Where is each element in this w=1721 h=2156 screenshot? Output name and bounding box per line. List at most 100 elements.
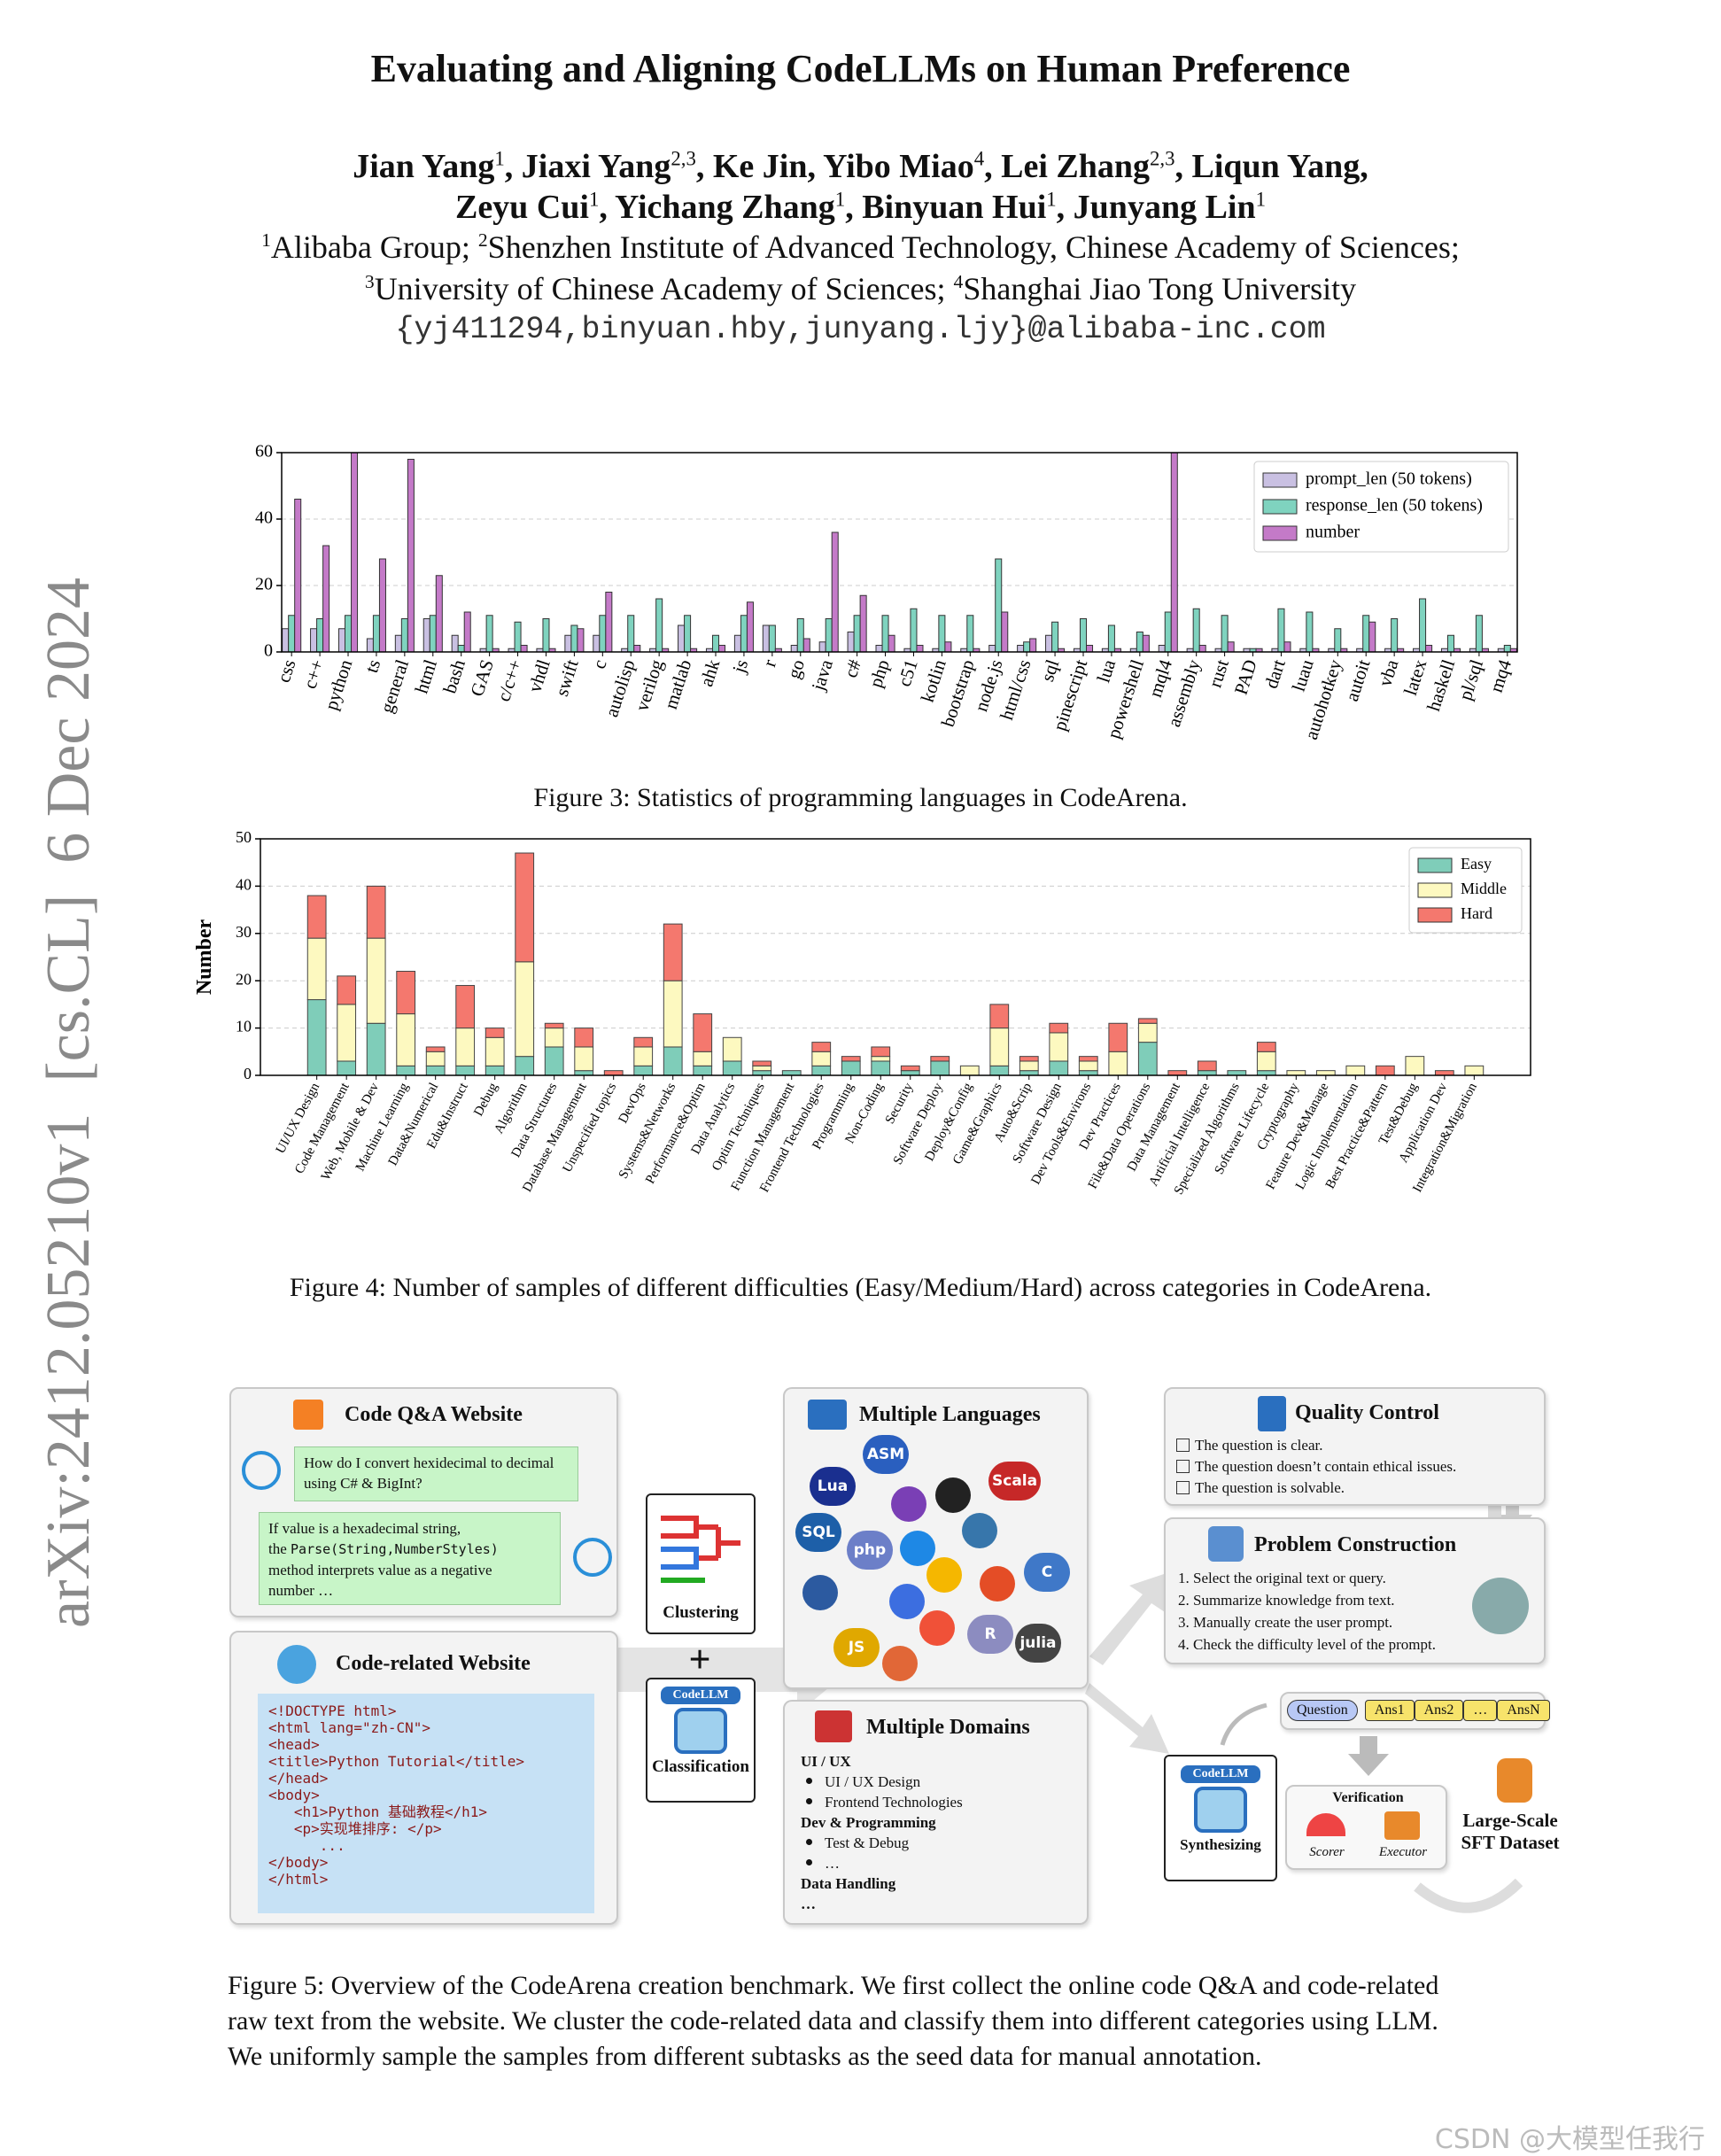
panel-title: Code-related Website [336, 1652, 531, 1675]
bar [400, 618, 408, 653]
answer-line: number … [268, 1580, 551, 1601]
bar-segment [455, 1028, 476, 1066]
x-tick-label: vhdl [523, 656, 554, 694]
bar-segment [1019, 1056, 1039, 1062]
bar-segment [930, 1060, 950, 1076]
arrow [1414, 1878, 1523, 1913]
bar [429, 615, 437, 653]
bar-segment [1434, 1070, 1454, 1076]
x-tick-label: rust [1204, 656, 1233, 690]
domain-item: UI / UX Design [801, 1772, 1084, 1792]
arrow [1085, 1683, 1169, 1754]
code-line: <body> [268, 1787, 320, 1803]
bar-segment [337, 975, 357, 1005]
x-tick-label: Debug [471, 1081, 500, 1119]
code-line: <html lang="zh-CN"> [268, 1719, 431, 1736]
bar [1142, 634, 1150, 653]
domain-item: Test & Debug [801, 1833, 1084, 1853]
bullet [806, 1859, 812, 1865]
bar [1079, 618, 1088, 653]
bar [627, 615, 635, 653]
y-axis-label: Number [193, 919, 216, 995]
bar [422, 618, 430, 653]
bar [322, 545, 330, 653]
bar-segment [366, 1022, 386, 1076]
bar-segment [693, 1051, 713, 1066]
bar [1136, 632, 1143, 653]
bar-segment [485, 1028, 505, 1038]
bar [593, 634, 601, 653]
panel-title: Multiple Domains [866, 1716, 1030, 1739]
bar-segment [633, 1065, 654, 1076]
user-icon [573, 1538, 612, 1577]
code-line: </body> [268, 1854, 329, 1871]
bar [818, 641, 826, 653]
affiliation-mark: 1 [494, 147, 505, 170]
x-tick-label: java [807, 656, 837, 694]
bar-segment [396, 1013, 416, 1066]
y-tick-label: 10 [236, 1018, 252, 1035]
y-tick-label: 50 [236, 828, 252, 846]
bar-segment [425, 1051, 446, 1066]
affiliation-mark: 2 [477, 229, 488, 251]
affiliation-mark: 1 [588, 188, 600, 211]
bar [875, 645, 883, 653]
bar [910, 608, 918, 653]
construction-panel: Problem Construction 1. Select the origi… [1164, 1517, 1546, 1664]
bullet [806, 1839, 812, 1845]
x-tick-label: pl/sql [1454, 656, 1487, 702]
bar-segment [396, 1065, 416, 1076]
bar-segment [693, 1065, 713, 1076]
bar-segment [1019, 1060, 1039, 1072]
arrow [1089, 1572, 1169, 1665]
bar-segment [989, 1004, 1010, 1029]
author-name: , Liqun Yang, [1174, 148, 1368, 185]
bar [938, 615, 946, 653]
caption-line: Figure 5: Overview of the CodeArena crea… [228, 1971, 1439, 2000]
check-text: The question doesn’t contain ethical iss… [1195, 1458, 1457, 1475]
bar-segment [811, 1042, 832, 1052]
bar-segment [1078, 1056, 1098, 1062]
language-icon: SQL [795, 1513, 841, 1552]
bar [1158, 645, 1166, 653]
bar-segment [633, 1046, 654, 1066]
bar-segment [1256, 1070, 1276, 1076]
bar-segment [306, 999, 327, 1076]
y-tick-label: 40 [255, 508, 273, 528]
bar [1164, 611, 1172, 653]
bar-segment [485, 1065, 505, 1076]
bar [988, 645, 996, 653]
watermark: CSDN @大模型任我行 [1434, 2124, 1705, 2155]
bar [746, 601, 754, 653]
bar-segment [841, 1056, 861, 1062]
bar [1446, 634, 1454, 653]
x-tick-label: vba [1374, 656, 1402, 689]
affiliation-name: Shenzhen Institute of Advanced Technolog… [487, 229, 1460, 265]
x-tick-label: sql [1036, 656, 1063, 684]
step-list: 1. Select the original text or query. 2. … [1178, 1567, 1436, 1656]
x-tick-label: luau [1288, 656, 1318, 694]
verification-panel: Verification Scorer Executor [1285, 1785, 1447, 1870]
answer-pill: AnsN [1497, 1700, 1550, 1721]
bar-segment [574, 1046, 594, 1072]
x-tick-label: DevOps [616, 1081, 649, 1126]
bar-segment [1137, 1018, 1158, 1024]
plus: + [688, 1638, 711, 1681]
author-name: , Binyuan Hui [845, 189, 1047, 226]
bar-segment [366, 885, 386, 939]
bar [944, 641, 952, 653]
executor-label: Executor [1378, 1845, 1428, 1859]
domain-text: … [825, 1855, 840, 1872]
domain-heading: Dev & Programming [801, 1814, 936, 1831]
answer-line: the Parse(String,NumberStyles) [268, 1539, 551, 1560]
bar-segment [722, 1060, 742, 1076]
question-bubble: How do I convert hexidecimal to decimal … [294, 1446, 578, 1501]
panel-title: Problem Construction [1254, 1533, 1457, 1556]
bar [740, 615, 748, 653]
y-tick-label: 30 [236, 923, 252, 941]
language-logo [802, 1575, 838, 1610]
affiliation-name: University of Chinese Academy of Science… [374, 271, 954, 306]
bar-segment [1227, 1070, 1247, 1076]
language-logo [926, 1557, 962, 1593]
